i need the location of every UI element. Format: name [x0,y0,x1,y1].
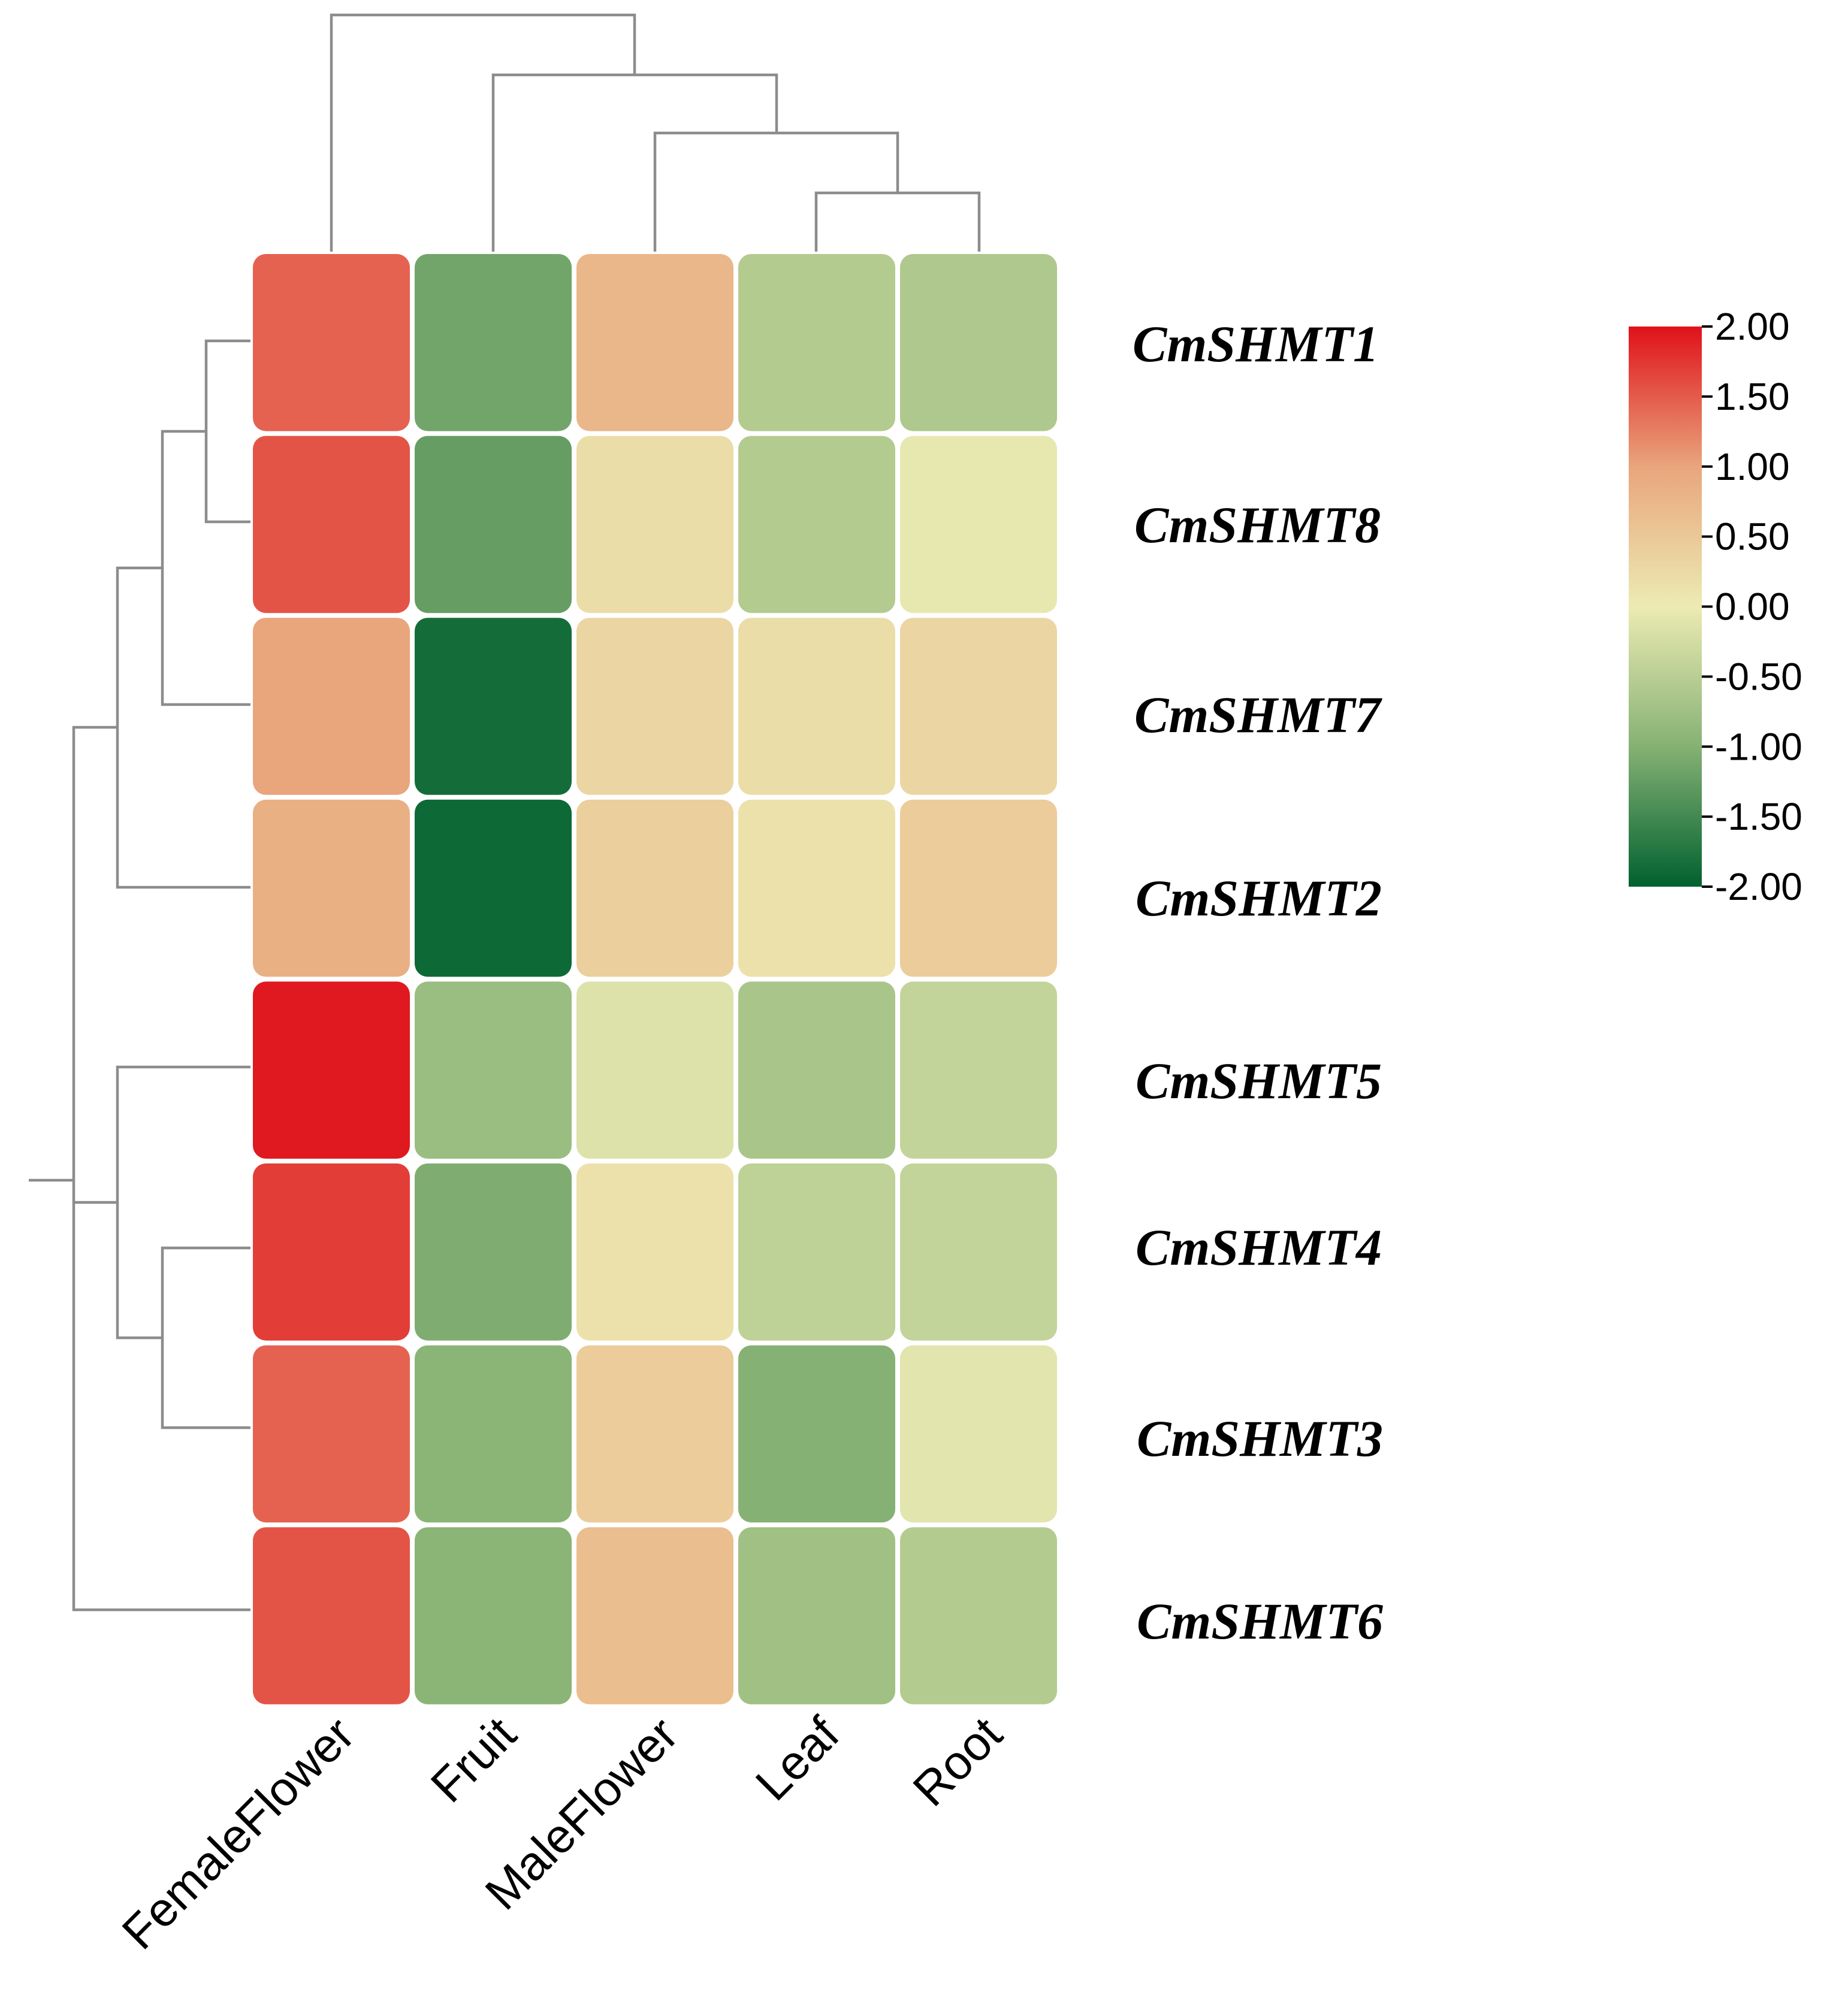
row-dendro-shmt5-link [116,1065,250,1340]
col-label-femaleflower: FemaleFlower [112,1707,364,1959]
heatmap-cell-cmshmt2-root [900,799,1057,977]
heatmap-cell-cmshmt5-leaf [738,981,895,1159]
row-dendrogram [29,339,250,1612]
heatmap-cell-cmshmt4-root [900,1163,1057,1341]
heatmap-cell-cmshmt3-maleflower [576,1345,733,1523]
heatmap-cell-cmshmt1-root [900,254,1057,431]
col-label-leaf: Leaf [745,1707,850,1811]
row-label-cmshmt2: CmSHMT2 [1136,869,1382,927]
row-dendro-root-link [72,726,117,1202]
heatmap-cell-cmshmt3-femaleflower [253,1345,410,1523]
color-bar-tick-label: -0.50 [1715,655,1802,698]
color-bar-tick-label: -2.00 [1715,865,1802,908]
row-dendro-shmt6-link [72,1201,250,1612]
heatmap-cell-cmshmt1-fruit [415,254,572,431]
heatmap-cell-cmshmt4-femaleflower [253,1163,410,1341]
heatmap-cell-cmshmt7-leaf [738,618,895,795]
heatmap-cell-cmshmt3-leaf [738,1345,895,1523]
heatmap-cell-cmshmt5-maleflower [576,981,733,1159]
color-bar-tick-label: 0.00 [1715,585,1790,628]
heatmap-cell-cmshmt8-fruit [415,436,572,613]
heatmap-cell-cmshmt6-femaleflower [253,1527,410,1704]
col-dendro-fruit-rest-link [491,73,778,252]
row-labels: CmSHMT1 CmSHMT8 CmSHMT7 CmSHMT2 CmSHMT5 … [1133,315,1383,1650]
heatmap-cell-cmshmt7-fruit [415,618,572,795]
color-bar-tick-label: 0.50 [1715,515,1790,558]
row-label-cmshmt8: CmSHMT8 [1134,496,1381,554]
column-labels: FemaleFlower Fruit MaleFlower Leaf Root [112,1707,1012,1960]
color-legend: 2.00 1.50 1.00 0.50 0.00 -0.50 -1.00 -1.50 -2.00 [1629,305,1802,908]
row-dendro-shmt4-shmt3-link [161,1246,250,1429]
color-bar-tick-label: 1.50 [1715,375,1790,418]
heatmap-cell-cmshmt2-femaleflower [253,799,410,977]
heatmap-cell-cmshmt1-maleflower [576,254,733,431]
row-dendro-shmt2-link [116,566,250,889]
heatmap-cell-cmshmt1-femaleflower [253,254,410,431]
heatmap-cell-cmshmt6-fruit [415,1527,572,1704]
heatmap-cell-cmshmt5-femaleflower [253,981,410,1159]
heatmap-cell-cmshmt3-root [900,1345,1057,1523]
heatmap-cell-cmshmt1-leaf [738,254,895,431]
heatmap-cell-cmshmt8-maleflower [576,436,733,613]
heatmap-cell-cmshmt4-maleflower [576,1163,733,1341]
col-label-root: Root [903,1707,1012,1816]
heatmap-cell-cmshmt8-root [900,436,1057,613]
row-label-cmshmt3: CmSHMT3 [1137,1410,1383,1467]
heatmap-cells [253,254,1057,1704]
heatmap-cell-cmshmt6-maleflower [576,1527,733,1704]
row-label-cmshmt6: CmSHMT6 [1137,1592,1383,1650]
col-dendro-leaf-root-link [814,191,981,252]
heatmap-cell-cmshmt4-leaf [738,1163,895,1341]
column-dendrogram [330,13,981,252]
heatmap-cell-cmshmt8-femaleflower [253,436,410,613]
color-bar-ticks: 2.00 1.50 1.00 0.50 0.00 -0.50 -1.00 -1.50 -2.00 [1702,305,1802,908]
heatmap-cell-cmshmt5-fruit [415,981,572,1159]
heatmap-cell-cmshmt4-fruit [415,1163,572,1341]
heatmap-cell-cmshmt8-leaf [738,436,895,613]
heatmap-cell-cmshmt6-leaf [738,1527,895,1704]
color-bar [1629,327,1702,887]
color-bar-tick-label: -1.50 [1715,795,1802,838]
heatmap-cell-cmshmt2-leaf [738,799,895,977]
heatmap-cell-cmshmt7-maleflower [576,618,733,795]
row-dendro-shmt1-shmt8-link [204,339,250,524]
heatmap-cell-cmshmt2-maleflower [576,799,733,977]
col-dendro-root-link [330,13,636,252]
row-label-cmshmt5: CmSHMT5 [1136,1052,1382,1110]
color-bar-tick-label: 1.00 [1715,445,1790,488]
col-label-fruit: Fruit [421,1707,526,1812]
color-bar-tick-label: 2.00 [1715,305,1790,348]
row-label-cmshmt7: CmSHMT7 [1134,686,1382,743]
row-label-cmshmt4: CmSHMT4 [1136,1219,1382,1276]
heatmap-cell-cmshmt6-root [900,1527,1057,1704]
heatmap-cell-cmshmt7-root [900,618,1057,795]
heatmap-cell-cmshmt2-fruit [415,799,572,977]
heatmap-cell-cmshmt5-root [900,981,1057,1159]
heatmap-cell-cmshmt7-femaleflower [253,618,410,795]
heatmap-cell-cmshmt3-fruit [415,1345,572,1523]
color-bar-tick-label: -1.00 [1715,725,1802,768]
row-label-cmshmt1: CmSHMT1 [1133,315,1379,373]
